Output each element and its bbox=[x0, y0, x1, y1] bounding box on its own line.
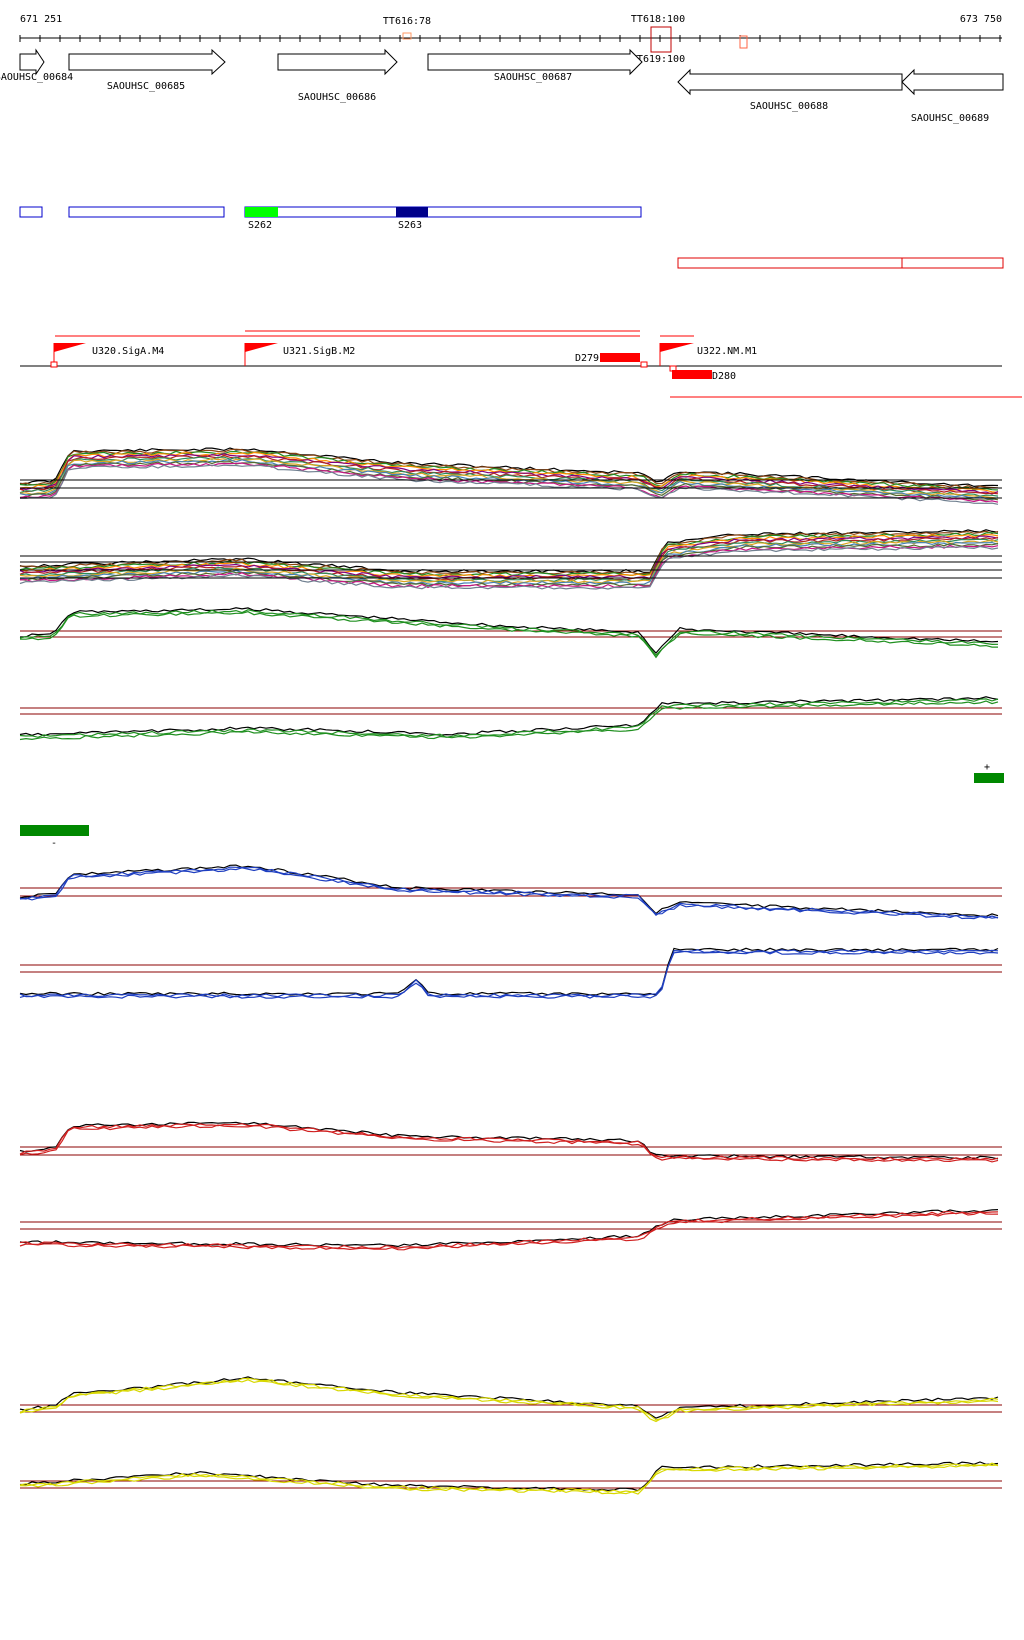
expression-line bbox=[19, 867, 999, 920]
segment-label: S262 bbox=[248, 220, 272, 231]
expression-track bbox=[19, 607, 1002, 659]
expression-line bbox=[19, 609, 999, 657]
expression-track bbox=[19, 1121, 1002, 1163]
promoter-track: U320.SigA.M4 U321.SigB.M2 U322.NM.M1 D27… bbox=[20, 330, 1022, 398]
plus-segment[interactable] bbox=[244, 206, 642, 218]
gene-arrow[interactable] bbox=[68, 48, 226, 76]
expression-line bbox=[19, 864, 999, 918]
expression-line bbox=[19, 611, 998, 659]
expression-line bbox=[19, 456, 999, 497]
coordinate-axis: 671 251 673 750 bbox=[19, 14, 1002, 42]
expression-line bbox=[19, 545, 999, 590]
promoter-label: U321.SigB.M2 bbox=[283, 346, 355, 357]
terminator-marker[interactable] bbox=[402, 32, 412, 40]
expression-line bbox=[19, 1124, 999, 1163]
expression-track bbox=[19, 1209, 1002, 1251]
expression-line bbox=[19, 1211, 999, 1251]
expression-line bbox=[19, 696, 999, 737]
expression-track bbox=[19, 1461, 1002, 1495]
segment-track: S262 S263 bbox=[19, 206, 1004, 269]
downshift-d279[interactable] bbox=[600, 353, 640, 362]
gene-arrow[interactable] bbox=[19, 48, 45, 76]
expression-line bbox=[19, 1209, 999, 1248]
gene-arrow[interactable] bbox=[677, 68, 903, 96]
expression-line bbox=[19, 1377, 999, 1421]
expression-line bbox=[20, 464, 999, 505]
expression-track bbox=[19, 529, 999, 590]
expression-line bbox=[19, 607, 999, 654]
expression-line bbox=[19, 533, 999, 578]
segment-s263[interactable] bbox=[396, 207, 428, 217]
expression-line bbox=[19, 698, 999, 738]
expression-line bbox=[19, 1123, 999, 1161]
gene-label: SAOUHSC_00688 bbox=[750, 101, 828, 112]
downshift-label: D280 bbox=[712, 371, 736, 382]
terminator-marker[interactable] bbox=[739, 35, 748, 49]
gene-track: SAOUHSC_00684 SAOUHSC_00685 SAOUHSC_0068… bbox=[0, 48, 1004, 124]
expression-tracks bbox=[19, 447, 1002, 1495]
expression-line bbox=[19, 950, 999, 999]
expression-line bbox=[19, 1463, 999, 1495]
expression-line bbox=[19, 451, 999, 493]
gene-label: SAOUHSC_00684 bbox=[0, 72, 73, 83]
plus-segment[interactable] bbox=[68, 206, 225, 218]
gene-arrow[interactable] bbox=[277, 48, 398, 76]
gene-arrow[interactable] bbox=[427, 48, 643, 76]
promoter-label: U322.NM.M1 bbox=[697, 346, 757, 357]
plus-segment[interactable] bbox=[19, 206, 43, 218]
expression-track bbox=[19, 864, 1002, 920]
expression-line bbox=[19, 544, 999, 589]
expression-line bbox=[19, 700, 999, 741]
minus-segment[interactable] bbox=[901, 257, 1004, 269]
expression-line bbox=[19, 542, 999, 587]
expression-track bbox=[19, 447, 999, 505]
plus-strand-marker[interactable] bbox=[974, 773, 1004, 783]
promoter-flag[interactable] bbox=[245, 343, 278, 352]
terminator-label: TT618:100 bbox=[631, 14, 685, 25]
segment-s262[interactable] bbox=[245, 207, 278, 217]
downshift-d280[interactable] bbox=[672, 370, 712, 379]
terminator-label: TT619:100 bbox=[631, 54, 685, 65]
promoter-label: U320.SigA.M4 bbox=[92, 346, 164, 357]
expression-line bbox=[19, 1379, 999, 1423]
segment-label: S263 bbox=[398, 220, 422, 231]
gene-label: SAOUHSC_00689 bbox=[911, 113, 989, 124]
strand-markers: + - bbox=[20, 762, 1004, 849]
minus-strand-label: - bbox=[51, 838, 57, 849]
terminator-label: TT616:78 bbox=[383, 16, 431, 27]
expression-line bbox=[19, 448, 999, 489]
expression-line bbox=[19, 1376, 999, 1419]
minus-segment[interactable] bbox=[677, 257, 903, 269]
axis-start-label: 671 251 bbox=[20, 14, 62, 25]
gene-label: SAOUHSC_00685 bbox=[107, 81, 185, 92]
expression-line bbox=[19, 536, 999, 581]
gene-label: SAOUHSC_00687 bbox=[494, 72, 572, 83]
promoter-flag[interactable] bbox=[660, 343, 694, 352]
expression-track bbox=[19, 1376, 1002, 1423]
gene-label: SAOUHSC_00686 bbox=[298, 92, 376, 103]
expression-line bbox=[19, 949, 999, 998]
expression-track bbox=[19, 947, 1002, 999]
expression-track bbox=[19, 696, 1002, 741]
plus-strand-label: + bbox=[984, 762, 990, 773]
terminator-marker[interactable] bbox=[650, 26, 672, 53]
promoter-flag[interactable] bbox=[54, 343, 86, 352]
downshift-label: D279 bbox=[575, 353, 599, 364]
minus-strand-marker[interactable] bbox=[20, 825, 89, 836]
terminator-track: TT616:78 TT618:100 TT619:100 bbox=[383, 14, 748, 65]
expression-line bbox=[19, 1462, 999, 1493]
axis-end-label: 673 750 bbox=[960, 14, 1002, 25]
gene-arrow[interactable] bbox=[901, 68, 1004, 96]
expression-line bbox=[19, 450, 999, 491]
